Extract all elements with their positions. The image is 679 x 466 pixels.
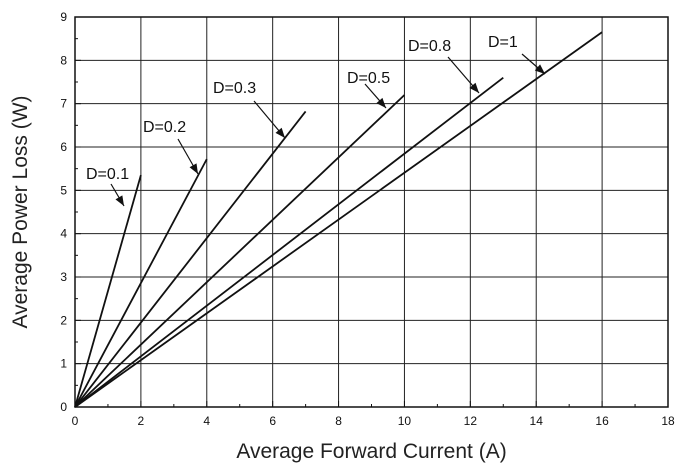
- y-tick-label: 9: [60, 10, 67, 24]
- y-axis-label: Average Power Loss (W): [9, 95, 32, 328]
- series-line: [74, 94, 406, 408]
- series-label: D=0.2: [143, 119, 186, 136]
- y-tick-label: 4: [60, 227, 67, 241]
- x-tick-label: 2: [138, 414, 145, 428]
- series-line: [74, 31, 603, 408]
- y-tick-label: 7: [60, 97, 67, 111]
- series-line: [74, 76, 504, 408]
- curve-labels: D=0.1 D=0.2 D=0.3 D=0.5 D=0.8 D=1: [86, 34, 546, 207]
- arrowhead: [376, 97, 386, 108]
- series-label: D=0.8: [408, 38, 451, 55]
- arrowhead: [189, 163, 198, 174]
- series-label: D=0.3: [213, 80, 256, 97]
- y-tick-label: 0: [60, 400, 67, 414]
- series-label: D=0.5: [347, 70, 390, 87]
- series-line: [74, 174, 142, 408]
- series-line: [74, 158, 208, 408]
- x-tick-label: 10: [398, 414, 412, 428]
- x-tick-label: 18: [661, 414, 675, 428]
- y-tick-label: 8: [60, 53, 67, 67]
- x-tick-label: 4: [203, 414, 210, 428]
- x-axis-label: Average Forward Current (A): [236, 440, 506, 463]
- x-tick-label: 12: [464, 414, 478, 428]
- arrowhead: [534, 64, 545, 74]
- y-tick-label: 2: [60, 313, 67, 327]
- arrowhead: [469, 82, 479, 93]
- series-group: [74, 31, 603, 408]
- x-tick-label: 16: [595, 414, 609, 428]
- x-tick-label: 8: [335, 414, 342, 428]
- grid: [75, 17, 668, 407]
- y-tick-label: 6: [60, 140, 67, 154]
- series-label: D=1: [488, 34, 518, 51]
- y-tick-label: 3: [60, 270, 67, 284]
- series-label: D=0.1: [86, 166, 129, 183]
- plot-frame: [74, 16, 669, 408]
- x-tick-label: 14: [530, 414, 544, 428]
- series-line: [74, 110, 307, 408]
- arrowhead: [275, 127, 285, 138]
- x-tick-label: 0: [72, 414, 79, 428]
- y-tick-label: 5: [60, 183, 67, 197]
- x-tick-label: 6: [269, 414, 276, 428]
- arrowhead: [115, 195, 124, 206]
- y-tick-label: 1: [60, 357, 67, 371]
